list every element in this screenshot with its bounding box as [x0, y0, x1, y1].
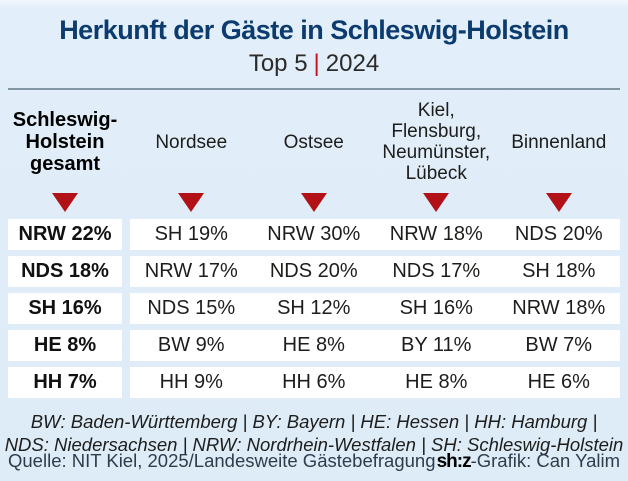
- cell-binnenland-rank4: BW 7%: [525, 334, 593, 356]
- table-row: HE 8% BW 9% HE 8% BY 11% BW 7%: [8, 330, 620, 361]
- row-strip: SH 19% NRW 30% NRW 18% NDS 20%: [130, 219, 620, 250]
- triangle-down-icon: [178, 192, 205, 212]
- shz-logo: sh:z: [436, 451, 472, 472]
- table-row: NRW 22% SH 19% NRW 30% NRW 18% NDS 20%: [8, 219, 620, 250]
- table-row: SH 16% NDS 15% SH 12% SH 16% NRW 18%: [8, 293, 620, 324]
- cell-total-rank5: HH 7%: [8, 367, 122, 398]
- cell-nordsee-rank5: HH 9%: [159, 371, 223, 393]
- legend-line-1: BW: Baden-Württemberg | BY: Bayern | HE:…: [30, 411, 598, 432]
- row-strip: NDS 15% SH 12% SH 16% NRW 18%: [130, 293, 620, 324]
- cell-nordsee-rank3: NDS 15%: [147, 297, 236, 319]
- row-strip: BW 9% HE 8% BY 11% BW 7%: [130, 330, 620, 361]
- cell-staedte-rank3: SH 16%: [399, 297, 473, 319]
- triangle-down-icon: [423, 192, 450, 212]
- triangle-down-icon: [52, 192, 78, 212]
- column-header-staedte: Kiel, Flensburg, Neumünster, Lübeck: [382, 100, 491, 184]
- cell-staedte-rank5: HE 8%: [405, 371, 468, 393]
- credit-text: -Grafik: Can Yalim: [470, 450, 620, 471]
- page-title: Herkunft der Gäste in Schleswig-Holstein: [59, 15, 569, 45]
- abbreviation-legend: BW: Baden-Württemberg | BY: Bayern | HE:…: [0, 410, 628, 456]
- triangle-slot-group: [130, 192, 621, 212]
- cell-ostsee-rank1: NRW 30%: [267, 223, 361, 245]
- triangle-slot: [375, 192, 498, 212]
- cell-staedte-rank1: NRW 18%: [389, 223, 483, 245]
- table-row: HH 7% HH 9% HH 6% HE 8% HE 6%: [8, 367, 620, 398]
- row-strip: NRW 17% NDS 20% NDS 17% SH 18%: [130, 256, 620, 287]
- cell-total-rank1: NRW 22%: [8, 219, 122, 250]
- header-divider: [8, 88, 620, 90]
- cell-nordsee-rank1: SH 19%: [154, 223, 228, 245]
- column-header-binnenland: Binnenland: [511, 131, 607, 153]
- table-row: NDS 18% NRW 17% NDS 20% NDS 17% SH 18%: [8, 256, 620, 287]
- triangle-marker-row: [8, 191, 620, 213]
- row-strip: HH 9% HH 6% HE 8% HE 6%: [130, 367, 620, 398]
- cell-binnenland-rank2: SH 18%: [522, 260, 596, 282]
- column-header-group: Nordsee Ostsee Kiel, Flensburg, Neumünst…: [130, 100, 620, 184]
- cell-total-rank2: NDS 18%: [8, 256, 122, 287]
- cell-binnenland-rank5: HE 6%: [527, 371, 590, 393]
- column-header-ostsee: Ostsee: [283, 131, 344, 153]
- column-header-row: Schleswig- Holstein gesamt Nordsee Ostse…: [8, 100, 620, 184]
- subtitle: Top 5 | 2024: [0, 49, 628, 79]
- cell-nordsee-rank4: BW 9%: [157, 334, 225, 356]
- cell-ostsee-rank4: HE 8%: [282, 334, 345, 356]
- cell-ostsee-rank3: SH 12%: [277, 297, 351, 319]
- cell-staedte-rank2: NDS 17%: [392, 260, 481, 282]
- source-note: Quelle: NIT Kiel, 2025/Landesweite Gäste…: [8, 450, 436, 471]
- legend-line-2: NDS: Niedersachsen | NRW: Nordrhein-West…: [4, 434, 624, 455]
- triangle-down-icon: [545, 192, 572, 212]
- cell-staedte-rank4: BY 11%: [401, 334, 472, 356]
- footer: Quelle: NIT Kiel, 2025/Landesweite Gäste…: [8, 450, 620, 473]
- triangle-down-icon: [300, 192, 327, 212]
- cell-binnenland-rank3: NRW 18%: [512, 297, 606, 319]
- cell-ostsee-rank5: HH 6%: [282, 371, 346, 393]
- triangle-slot: [253, 192, 376, 212]
- triangle-slot: [130, 192, 253, 212]
- cell-binnenland-rank1: NDS 20%: [514, 223, 603, 245]
- subtitle-left: Top 5: [248, 50, 308, 77]
- triangle-slot: [498, 192, 621, 212]
- triangle-slot: [8, 192, 122, 212]
- graphic-credit: sh:z-Grafik: Can Yalim: [437, 450, 620, 473]
- subtitle-separator: |: [313, 50, 320, 77]
- cell-ostsee-rank2: NDS 20%: [269, 260, 358, 282]
- cell-total-rank4: HE 8%: [8, 330, 122, 361]
- column-header-nordsee: Nordsee: [155, 131, 228, 153]
- cell-nordsee-rank2: NRW 17%: [144, 260, 238, 282]
- column-header-sh-gesamt: Schleswig- Holstein gesamt: [12, 109, 118, 175]
- subtitle-year: 2024: [325, 50, 380, 77]
- cell-total-rank3: SH 16%: [8, 293, 122, 324]
